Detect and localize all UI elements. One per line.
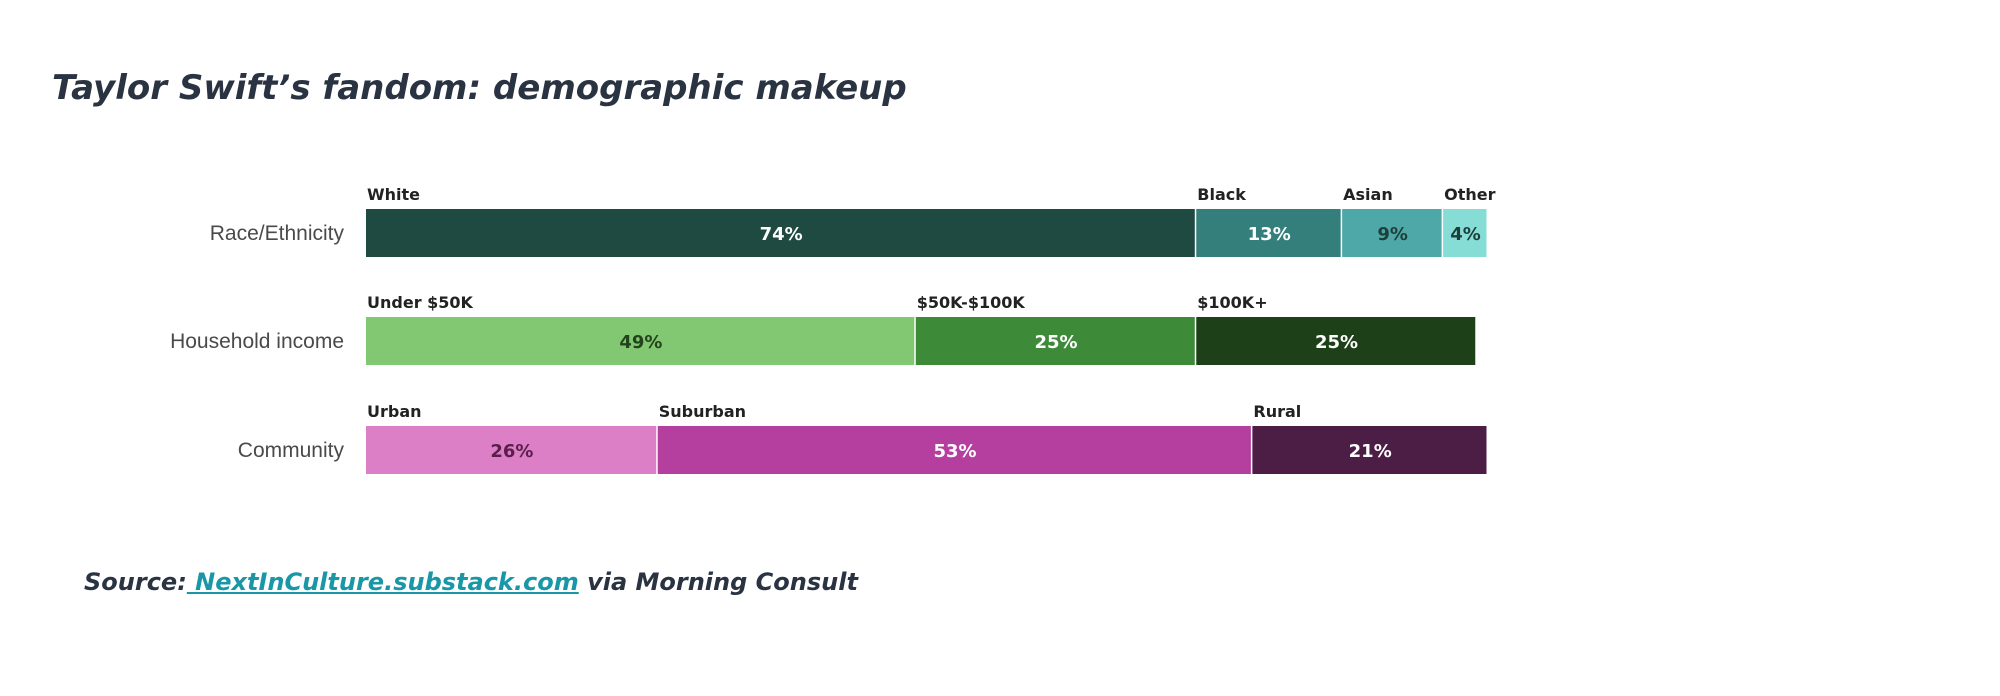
source-prefix: Source:: [84, 568, 187, 596]
bar-segment-race-ethnicity-white: [366, 209, 1195, 257]
bar-segment-race-ethnicity-black: [1196, 209, 1341, 257]
bar-row-community: Community Urban 26% Suburban 53% Rural 21%: [238, 402, 1487, 474]
segment-label-urban: Urban: [367, 402, 422, 421]
value-label-community-urban: 26%: [490, 441, 533, 462]
segment-label-asian: Asian: [1343, 185, 1393, 204]
segment-label-under-50k: Under $50K: [367, 293, 474, 312]
segment-label-white: White: [367, 185, 420, 204]
bar-segment-household-income-100k: [1196, 317, 1476, 365]
segment-label-black: Black: [1197, 185, 1246, 204]
bar-segment-household-income-under-50k: [366, 317, 915, 365]
source-suffix: via Morning Consult: [578, 568, 858, 596]
row-label-household-income: Household income: [170, 330, 344, 353]
segment-label-suburban: Suburban: [659, 402, 746, 421]
source-link[interactable]: NextInCulture.substack.com: [186, 568, 579, 596]
value-label-community-suburban: 53%: [934, 441, 977, 462]
bar-segment-race-ethnicity-asian: [1342, 209, 1442, 257]
row-label-community: Community: [238, 439, 345, 462]
chart-title: Taylor Swift’s fandom: demographic makeu…: [52, 68, 907, 108]
value-label-household-income-under-50k: 49%: [619, 332, 662, 353]
bar-segment-household-income-50k-100k: [915, 317, 1195, 365]
bar-segment-race-ethnicity-other: [1443, 209, 1487, 257]
value-label-race-ethnicity-white: 74%: [760, 224, 803, 245]
segment-label-other: Other: [1444, 185, 1495, 204]
bar-segment-community-urban: [366, 426, 657, 474]
value-label-household-income-50k-100k: 25%: [1034, 332, 1077, 353]
bar-row-race-ethnicity: Race/Ethnicity White 74% Black 13% Asian 9% Oth…: [210, 185, 1496, 257]
value-label-race-ethnicity-black: 13%: [1248, 224, 1291, 245]
bar-segment-community-rural: [1252, 426, 1487, 474]
value-label-household-income-100k: 25%: [1315, 332, 1358, 353]
value-label-race-ethnicity-other: 4%: [1450, 224, 1481, 245]
bar-row-household-income: Household income Under $50K 49% $50K-$100K 2…: [170, 293, 1476, 365]
source-note: Source: NextInCulture.substack.com via M…: [84, 568, 858, 596]
bar-segment-community-suburban: [657, 426, 1251, 474]
row-label-race-ethnicity: Race/Ethnicity: [210, 222, 345, 245]
value-label-race-ethnicity-asian: 9%: [1377, 224, 1408, 245]
segment-label-rural: Rural: [1253, 402, 1301, 421]
segment-label-100k: $100K+: [1197, 293, 1267, 312]
segment-label-50k-100k: $50K-$100K: [917, 293, 1026, 312]
value-label-community-rural: 21%: [1349, 441, 1392, 462]
